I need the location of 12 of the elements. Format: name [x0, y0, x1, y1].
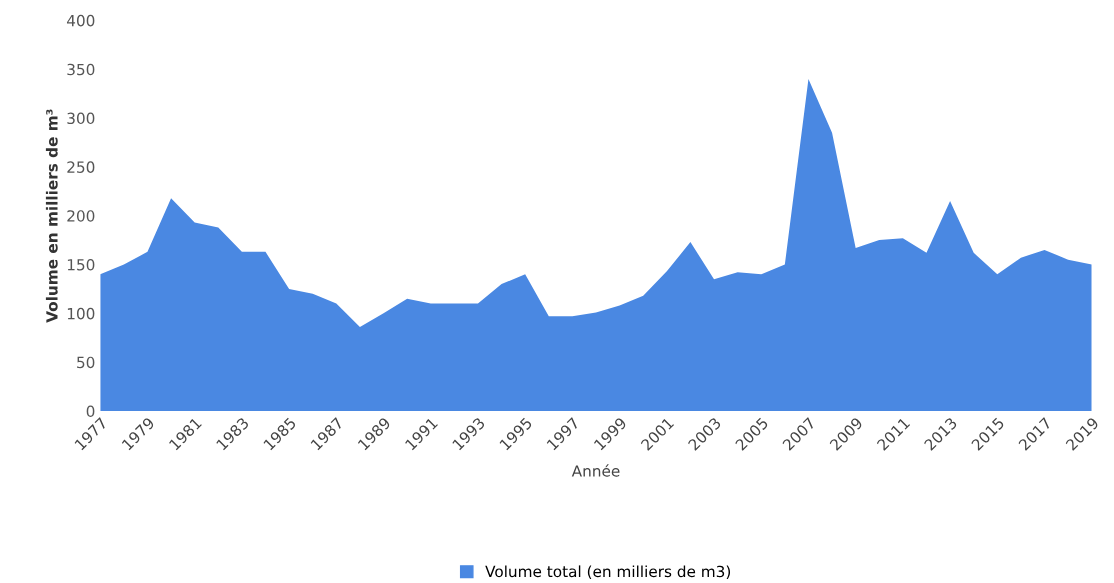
y-axis-title: Volume en milliers de m³ [45, 109, 58, 323]
y-tick-label: 100 [67, 307, 95, 320]
y-tick-label: 400 [66, 14, 95, 27]
x-axis-title: Année [571, 464, 620, 477]
y-tick-label: 0 [86, 405, 95, 418]
y-tick-label: 350 [67, 63, 95, 76]
legend-label: Volume total (en milliers de m3) [485, 565, 731, 580]
y-tick-label: 250 [67, 161, 95, 173]
y-tick-label: 50 [77, 356, 95, 369]
y-tick-label: 300 [67, 112, 95, 125]
y-tick-label: 200 [67, 210, 95, 222]
y-tick-label: 150 [67, 259, 95, 271]
